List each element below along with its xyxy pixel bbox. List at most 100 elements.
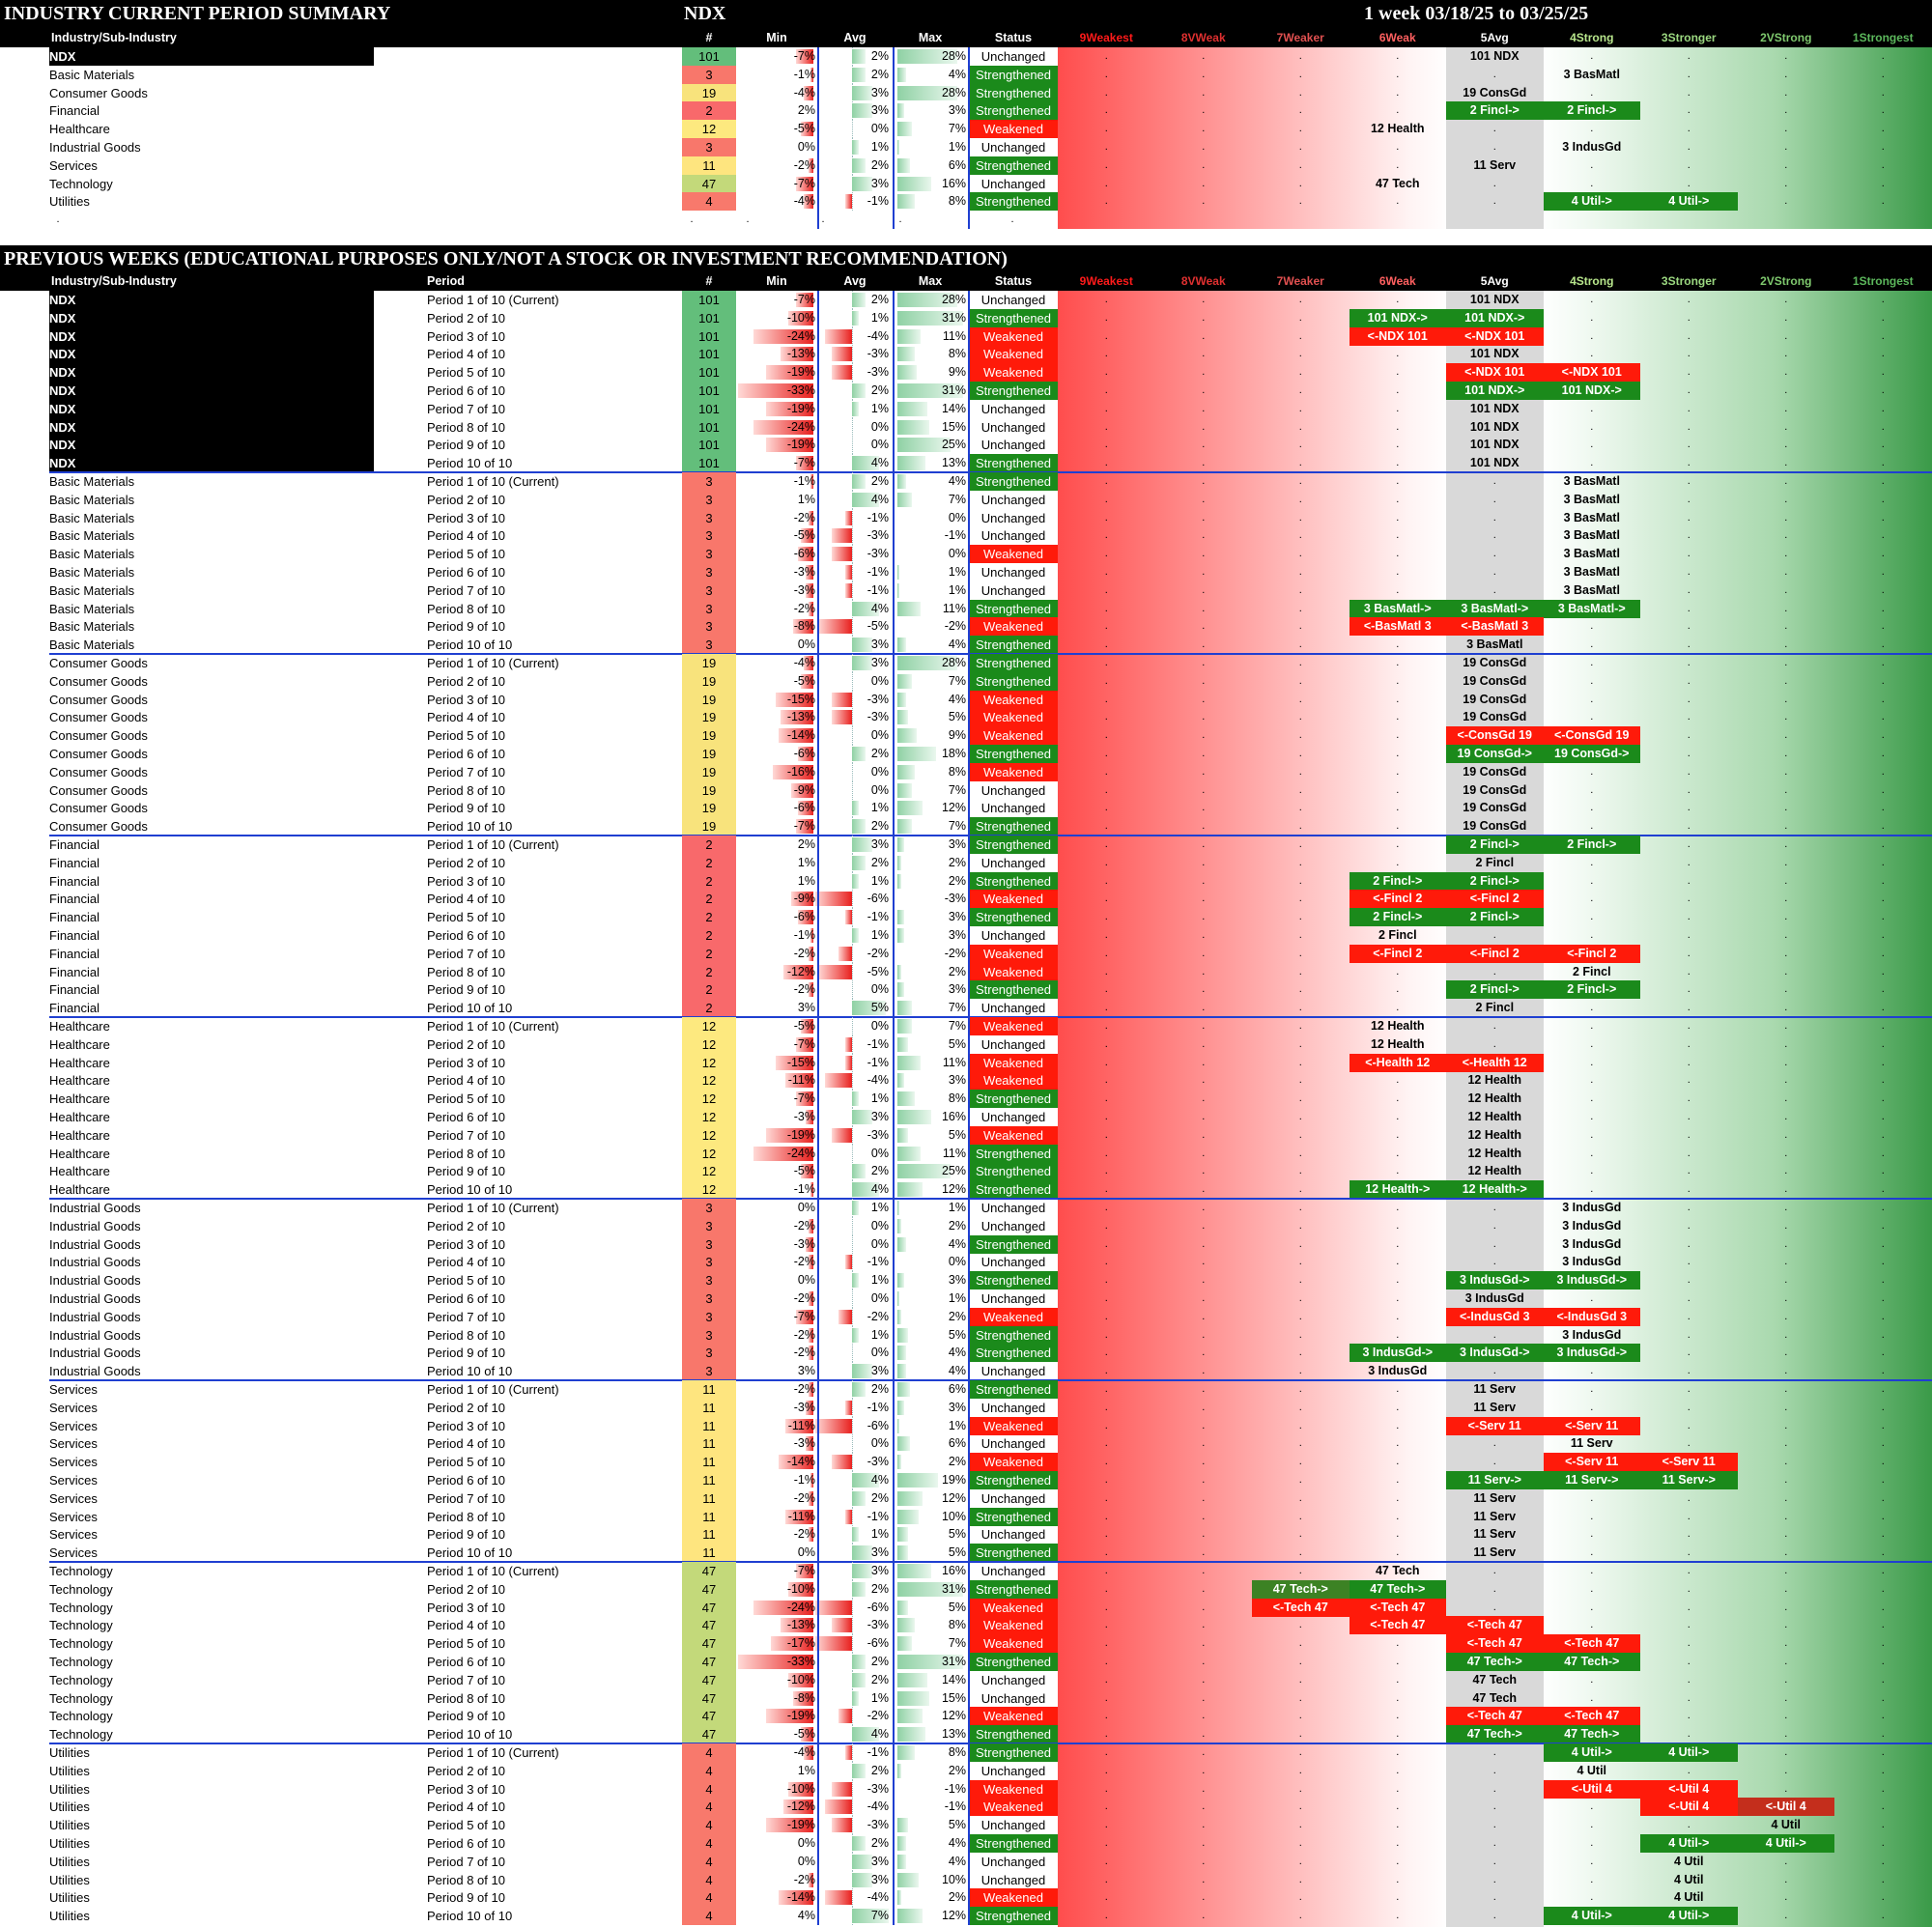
scale-dot: . xyxy=(1202,1746,1206,1758)
min-value: -6% xyxy=(793,801,815,815)
scale-dot: . xyxy=(1687,141,1690,153)
period-label: Period 4 of 10 xyxy=(427,1618,505,1633)
count-cell: 3 xyxy=(682,138,736,156)
scale-dot: . xyxy=(1784,838,1788,850)
avg-value: -3% xyxy=(867,1781,889,1796)
max-bar xyxy=(897,1236,906,1252)
scale-dot: . xyxy=(1396,457,1400,469)
count-cell: 101 xyxy=(682,436,736,455)
scale-dot: . xyxy=(1784,1673,1788,1686)
scale-dot: . xyxy=(1784,711,1788,723)
max-value: -2% xyxy=(944,946,966,960)
previous-header-row: Industry/Sub-Industry Period # Min Avg M… xyxy=(0,272,1932,291)
scale-dot: . xyxy=(1298,1419,1302,1431)
avg-value: 2% xyxy=(870,474,889,488)
max-value: 8% xyxy=(948,1618,966,1632)
count-cell: 3 xyxy=(682,1253,736,1272)
count-cell: 101 xyxy=(682,417,736,437)
period-label: Period 6 of 10 xyxy=(427,1836,505,1851)
scale-dot: . xyxy=(1396,729,1400,742)
strength-marker: 3 IndusGd xyxy=(1562,1255,1622,1269)
scale-dot: . xyxy=(1492,493,1496,505)
min-bar xyxy=(806,1236,813,1252)
min-bar xyxy=(808,601,813,616)
period-label: Period 4 of 10 xyxy=(427,347,505,362)
period-label: Period 10 of 10 xyxy=(427,1182,513,1198)
scale-dot: . xyxy=(1881,1528,1885,1541)
min-bar xyxy=(795,819,813,835)
scale-dot: . xyxy=(1881,1092,1885,1105)
strength-marker: <-NDX 101 xyxy=(1543,363,1640,383)
avg-value: 2% xyxy=(870,855,889,869)
scale-dot: . xyxy=(1881,729,1885,742)
count-cell: 47 xyxy=(682,1579,736,1599)
period-label: Period 1 of 10 (Current) xyxy=(427,1019,559,1034)
strength-marker: 11 Serv xyxy=(1473,1400,1517,1414)
header-count: # xyxy=(705,31,713,44)
avg-value: 0% xyxy=(870,1291,889,1305)
max-value: 14% xyxy=(941,1672,966,1686)
avg-value: 2% xyxy=(870,1490,889,1505)
scale-label-9: 9Weakest xyxy=(1079,31,1133,44)
strength-marker: 2 Fincl-> xyxy=(1349,871,1446,891)
max-value: 1% xyxy=(948,1291,966,1305)
count-cell: 12 xyxy=(682,1108,736,1126)
scale-dot: . xyxy=(1298,1346,1302,1359)
avg-value: -4% xyxy=(867,1890,889,1905)
min-bar xyxy=(806,565,813,580)
min-value: -15% xyxy=(786,692,815,706)
max-value: 5% xyxy=(948,710,966,724)
period-label: Period 4 of 10 xyxy=(427,710,505,725)
max-value: 7% xyxy=(948,492,966,506)
min-value: -19% xyxy=(786,1709,815,1723)
strength-marker: 12 Health xyxy=(1370,122,1425,136)
scale-dot: . xyxy=(1298,68,1302,80)
count-cell: 3 xyxy=(682,1289,736,1308)
scale-dot: . xyxy=(1202,1202,1206,1213)
scale-dot: . xyxy=(1104,1237,1108,1250)
max-value: 2% xyxy=(948,855,966,869)
scale-dot: . xyxy=(1492,856,1496,868)
industry-name: NDX xyxy=(49,436,374,455)
scale-dot: . xyxy=(1104,1619,1108,1631)
period-label: Period 9 of 10 xyxy=(427,1164,505,1179)
status-cell: Unchanged xyxy=(980,419,1046,435)
min-bar xyxy=(773,764,813,779)
scale-dot: . xyxy=(1784,1310,1788,1322)
scale-dot: . xyxy=(1104,1837,1108,1849)
avg-value: -4% xyxy=(867,1073,889,1088)
scale-dot: . xyxy=(1202,1601,1206,1613)
scale-dot: . xyxy=(1687,1219,1690,1232)
scale-dot: . xyxy=(1784,1419,1788,1431)
scale-dot: . xyxy=(1784,195,1788,208)
scale-dot: . xyxy=(1881,566,1885,578)
period-label: Period 5 of 10 xyxy=(427,910,505,925)
scale-dot: . xyxy=(1202,1147,1206,1159)
scale-dot: . xyxy=(1492,1128,1496,1141)
industry-name: NDX xyxy=(49,345,374,364)
industry-name: Utilities xyxy=(49,1854,90,1869)
min-bar xyxy=(808,946,813,961)
status-cell: Unchanged xyxy=(980,1672,1046,1687)
avg-bar xyxy=(852,1490,866,1506)
min-value: -7% xyxy=(793,456,815,470)
count-cell: 4 xyxy=(682,1834,736,1853)
scale-dot: . xyxy=(1396,1419,1400,1431)
avg-bar xyxy=(852,1273,859,1289)
scale-dot: . xyxy=(1687,1292,1690,1304)
industry-name: Healthcare xyxy=(49,1127,110,1143)
min-bar xyxy=(795,1564,813,1578)
max-value: 1% xyxy=(948,1201,966,1214)
scale-dot: . xyxy=(1104,1328,1108,1341)
strength-marker: 3 BasMatl xyxy=(1563,582,1620,597)
avg-bar xyxy=(852,157,866,173)
max-value: 4% xyxy=(948,67,966,81)
scale-dot: . xyxy=(1687,1128,1690,1141)
scale-dot: . xyxy=(1492,68,1496,80)
summary-header-row: Industry/Sub-Industry # Min Avg Max Stat… xyxy=(0,29,1932,47)
max-bar xyxy=(897,801,923,816)
avg-zero-line xyxy=(852,1416,853,1435)
avg-bar xyxy=(852,638,872,653)
min-bar xyxy=(788,1581,813,1597)
scale-dot: . xyxy=(1298,1656,1302,1667)
